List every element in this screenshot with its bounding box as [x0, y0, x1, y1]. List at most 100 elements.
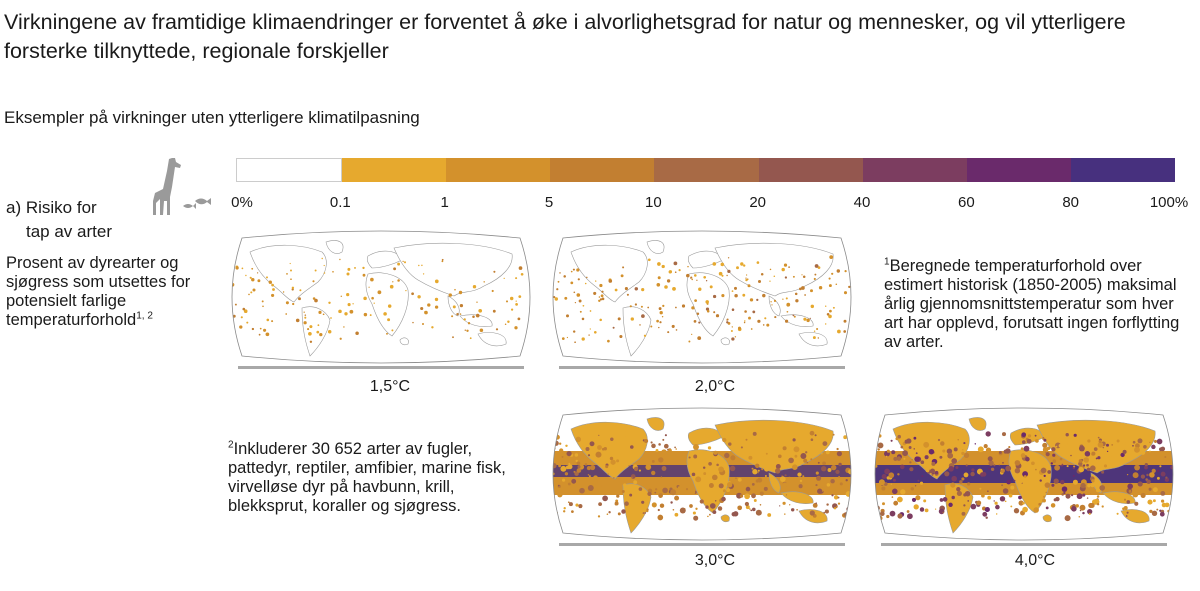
risk-cell: [826, 503, 829, 506]
risk-cell: [1160, 491, 1166, 496]
risk-cell: [914, 485, 917, 487]
risk-cell: [744, 449, 750, 455]
risk-cell: [745, 438, 748, 441]
risk-cell: [520, 272, 524, 276]
risk-cell: [992, 487, 995, 491]
risk-cell: [661, 449, 667, 455]
land-area: [968, 417, 987, 431]
risk-cell: [897, 473, 900, 476]
risk-cell: [748, 316, 751, 320]
risk-cell: [1087, 483, 1091, 488]
risk-cell: [822, 461, 826, 466]
risk-cell: [810, 304, 815, 309]
risk-cell: [600, 464, 603, 467]
risk-cell: [786, 310, 789, 313]
risk-cell: [251, 327, 255, 331]
risk-cell: [833, 507, 837, 510]
land-area: [944, 483, 974, 534]
risk-cell: [961, 456, 968, 463]
risk-cell: [743, 264, 746, 267]
risk-cell: [518, 295, 522, 298]
risk-cell: [705, 300, 709, 304]
risk-cell: [347, 267, 351, 271]
risk-cell: [1058, 444, 1062, 448]
risk-cell: [1055, 496, 1060, 502]
risk-cell: [575, 436, 582, 443]
risk-cell: [693, 444, 699, 450]
risk-cell: [261, 300, 264, 303]
risk-cell: [643, 334, 647, 337]
risk-cell: [441, 260, 444, 263]
risk-cell: [967, 500, 970, 502]
risk-cell: [782, 501, 786, 505]
risk-cell: [693, 320, 697, 323]
map-caption: 3,0°C: [694, 552, 736, 569]
risk-cell: [947, 452, 954, 459]
risk-cell: [434, 279, 439, 284]
risk-cell: [839, 482, 843, 486]
risk-cell: [749, 298, 754, 302]
risk-cell: [939, 498, 944, 502]
risk-cell: [563, 510, 566, 513]
risk-cell: [258, 333, 261, 336]
risk-cell: [827, 468, 832, 472]
risk-cell: [332, 270, 334, 273]
risk-cell: [1042, 436, 1045, 439]
risk-cell: [892, 478, 896, 482]
risk-cell: [383, 312, 387, 316]
risk-cell: [983, 444, 988, 449]
risk-cell: [944, 471, 950, 477]
land-area: [622, 306, 652, 357]
risk-cell: [564, 472, 569, 476]
risk-cell: [712, 474, 718, 481]
risk-cell: [813, 277, 816, 281]
risk-cell: [913, 436, 917, 440]
risk-cell: [434, 297, 439, 302]
risk-cell: [456, 313, 459, 316]
risk-cell: [674, 495, 680, 501]
risk-cell: [1079, 504, 1086, 511]
risk-cell: [656, 319, 659, 323]
risk-cell: [965, 464, 968, 467]
risk-cell: [806, 318, 810, 323]
risk-cell: [630, 442, 633, 445]
risk-cell: [1052, 459, 1057, 463]
risk-cell: [962, 449, 964, 451]
risk-cell: [809, 430, 815, 436]
risk-cell: [814, 264, 819, 268]
risk-cell: [298, 297, 301, 301]
risk-cell: [826, 483, 831, 487]
risk-cell: [879, 511, 885, 517]
risk-cell: [1021, 440, 1026, 444]
risk-cell: [692, 511, 696, 515]
risk-cell: [836, 451, 842, 457]
risk-cell: [886, 476, 890, 480]
risk-cell: [608, 489, 612, 493]
risk-cell: [598, 502, 602, 506]
risk-cell: [659, 321, 662, 324]
risk-cell: [779, 505, 781, 507]
risk-cell: [599, 298, 603, 301]
risk-cell: [658, 326, 660, 329]
risk-cell: [831, 272, 834, 275]
risk-cell: [518, 266, 523, 270]
risk-cell: [412, 321, 414, 324]
risk-cell: [747, 284, 751, 288]
risk-cell: [788, 457, 794, 464]
risk-cell: [1001, 432, 1007, 437]
risk-cell: [370, 277, 374, 282]
risk-cell: [663, 443, 669, 449]
risk-cell: [575, 503, 579, 507]
risk-cell: [1040, 483, 1043, 485]
risk-cell: [835, 283, 838, 286]
risk-cell: [893, 456, 898, 461]
risk-cell: [1116, 512, 1119, 515]
risk-cell: [875, 498, 877, 501]
page-subtitle: Eksempler på virkninger uten ytterligere…: [4, 108, 420, 127]
risk-cell: [890, 439, 893, 442]
risk-cell: [1126, 500, 1131, 504]
risk-cell: [963, 504, 966, 507]
risk-cell: [1039, 479, 1042, 482]
risk-cell: [951, 458, 958, 464]
risk-cell: [824, 509, 829, 514]
